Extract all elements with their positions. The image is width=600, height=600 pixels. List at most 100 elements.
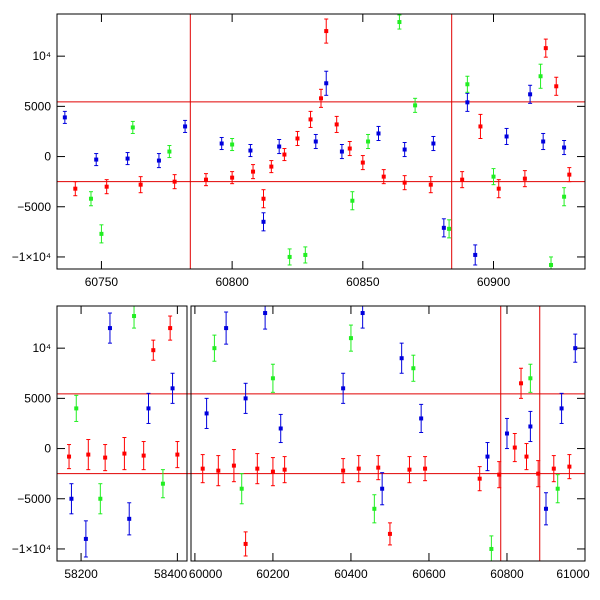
- point-blue-5: [170, 372, 175, 404]
- point-green-15: [549, 256, 554, 269]
- point-red-28: [567, 454, 572, 480]
- point-green-9: [411, 354, 416, 382]
- point-red-10: [231, 449, 236, 483]
- point-red-26: [567, 167, 572, 183]
- point-red-2: [103, 444, 108, 472]
- point-green-4: [212, 334, 217, 362]
- point-blue-9: [263, 306, 268, 330]
- point-green-10: [489, 535, 494, 561]
- point-blue-14: [399, 342, 404, 374]
- y-tick-label: 0: [44, 150, 51, 164]
- series-red: [67, 315, 572, 557]
- point-green-3: [160, 469, 165, 499]
- point-red-26: [536, 460, 541, 488]
- point-blue-17: [473, 244, 478, 266]
- point-red-13: [270, 457, 275, 487]
- point-green-4: [230, 137, 235, 152]
- point-red-4: [203, 173, 208, 187]
- point-blue-2: [107, 312, 112, 344]
- point-blue-15: [441, 218, 446, 238]
- point-red-4: [141, 441, 146, 471]
- point-green-3: [167, 145, 172, 159]
- point-green-0: [74, 394, 79, 422]
- plot-area: [57, 14, 585, 269]
- point-green-11: [447, 219, 452, 239]
- point-red-24: [519, 367, 524, 399]
- point-red-23: [512, 433, 517, 463]
- point-blue-18: [528, 410, 533, 443]
- point-blue-21: [573, 333, 578, 363]
- point-red-17: [376, 455, 381, 481]
- point-blue-21: [562, 139, 567, 156]
- x-tick-label: 60800: [490, 567, 524, 581]
- point-red-14: [334, 115, 339, 133]
- point-blue-18: [504, 127, 509, 146]
- point-red-20: [460, 171, 465, 189]
- y-tick-label: 0: [44, 442, 51, 456]
- x-tick-label: 60000: [189, 567, 223, 581]
- point-green-16: [562, 187, 567, 207]
- point-red-18: [402, 175, 407, 191]
- series-green: [88, 14, 567, 269]
- x-tick-label: 60600: [412, 567, 446, 581]
- point-green-1: [98, 483, 103, 515]
- point-blue-5: [219, 136, 224, 151]
- point-red-11: [243, 531, 248, 557]
- y-tick-label: 5000: [24, 391, 51, 405]
- y-tick-label: 5000: [24, 99, 51, 113]
- point-blue-10: [324, 70, 329, 96]
- point-blue-13: [402, 142, 407, 158]
- point-green-0: [88, 191, 93, 207]
- point-green-9: [397, 14, 402, 30]
- x-tick-label: 60400: [334, 567, 368, 581]
- point-green-2: [132, 306, 137, 329]
- point-red-7: [261, 189, 266, 209]
- point-red-6: [168, 315, 173, 341]
- x-tick-label: 58200: [64, 567, 98, 581]
- x-tick-label: 60900: [477, 275, 511, 289]
- point-blue-7: [224, 311, 229, 345]
- point-green-12: [555, 474, 560, 504]
- point-red-8: [200, 454, 205, 484]
- point-red-25: [554, 76, 559, 96]
- x-tick-label: 60750: [85, 275, 119, 289]
- point-green-2: [130, 120, 135, 134]
- point-red-12: [319, 88, 323, 108]
- point-blue-8: [277, 138, 282, 155]
- axes-frame-1: [56, 305, 188, 562]
- point-red-5: [151, 339, 156, 361]
- point-green-1: [99, 224, 104, 244]
- point-blue-0: [69, 483, 74, 515]
- point-green-8: [372, 494, 377, 524]
- point-red-7: [175, 441, 180, 469]
- point-red-21: [478, 113, 483, 139]
- point-red-14: [282, 456, 287, 484]
- point-blue-7: [261, 212, 266, 232]
- point-red-21: [477, 466, 482, 492]
- point-blue-17: [504, 417, 509, 450]
- point-red-24: [543, 38, 548, 58]
- point-blue-12: [376, 125, 381, 141]
- series-blue: [62, 70, 567, 266]
- point-green-14: [538, 63, 543, 89]
- y-tick-label: 10⁴: [32, 49, 51, 63]
- series-red: [73, 18, 572, 209]
- point-red-22: [496, 179, 501, 199]
- point-green-12: [465, 75, 470, 93]
- point-red-1: [104, 179, 109, 195]
- point-blue-8: [243, 382, 248, 414]
- y-tick-label: −5000: [17, 200, 51, 214]
- point-red-0: [73, 181, 78, 197]
- point-red-19: [428, 176, 433, 194]
- point-green-6: [270, 363, 275, 393]
- point-blue-4: [146, 392, 151, 424]
- y-tick-label: −1×10⁴: [12, 250, 51, 264]
- point-green-6: [303, 246, 308, 264]
- point-red-6: [251, 164, 256, 180]
- x-tick-label: 61000: [556, 567, 590, 581]
- point-red-3: [172, 174, 177, 190]
- point-red-23: [522, 170, 527, 188]
- point-red-17: [381, 169, 386, 185]
- point-red-9: [282, 148, 287, 162]
- point-red-16: [360, 155, 365, 171]
